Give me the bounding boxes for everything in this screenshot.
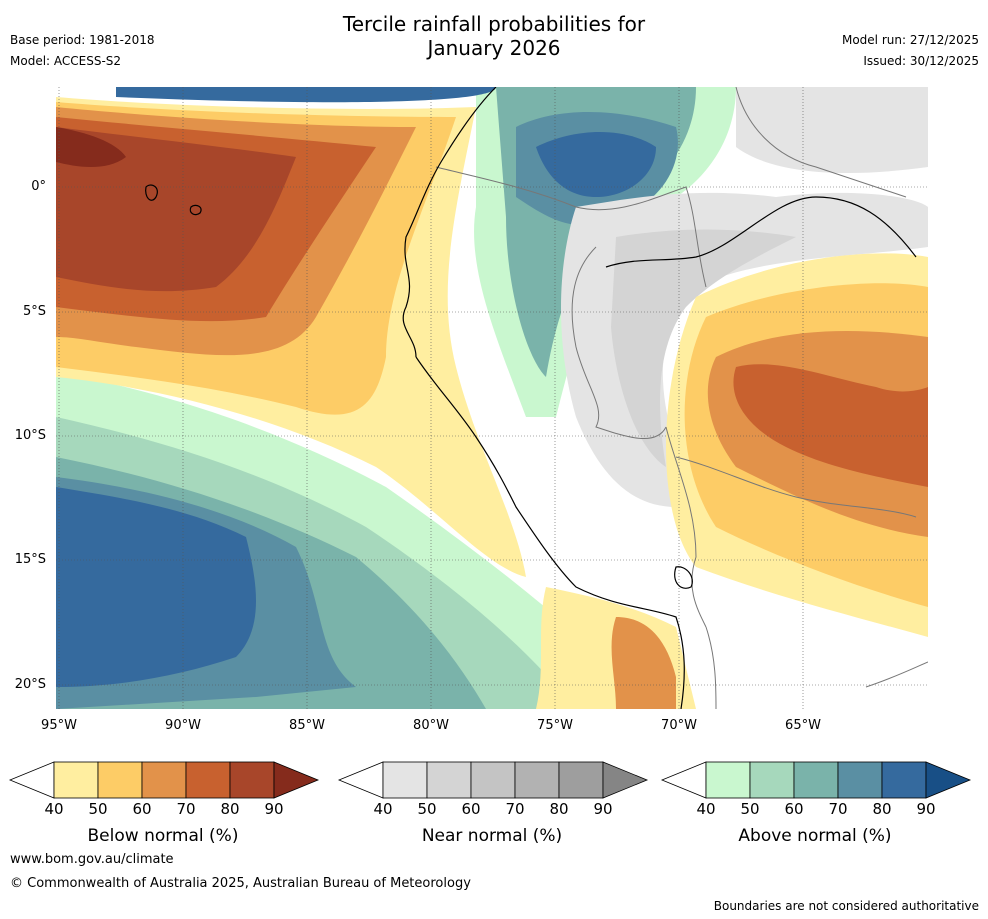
lat-label-5s: 5°S: [22, 304, 46, 319]
border-colombia-peru: [435, 166, 707, 288]
colorbar-above-lower-arrow: [660, 761, 707, 799]
legend-label-above: Above normal (%): [738, 826, 892, 846]
tick-above-40: 40: [696, 800, 716, 818]
below-80-region-nw: [56, 127, 296, 292]
lat-label-15s: 15°S: [14, 552, 46, 567]
colorbar-below: [8, 761, 320, 799]
tick-below-80: 80: [220, 800, 240, 818]
galapagos-island-2: [189, 204, 202, 216]
colorbar-below-segment: [53, 761, 99, 799]
coast-peru: [415, 356, 685, 709]
map-canvas: [56, 87, 928, 709]
near-40-region-ne: [736, 87, 928, 173]
colorbar-above: [660, 761, 972, 799]
near-50-region-e: [611, 229, 796, 467]
above-80-region-top: [116, 87, 496, 103]
colorbar-near: [337, 761, 649, 799]
tick-above-80: 80: [872, 800, 892, 818]
tick-below-50: 50: [88, 800, 108, 818]
chart-title: Tercile rainfall probabilities for Janua…: [0, 12, 988, 60]
tick-near-40: 40: [373, 800, 393, 818]
colorbar-above-segment: [837, 761, 883, 799]
colorbar-near-segment: [382, 761, 428, 799]
coast-colombia-ecuador: [402, 87, 497, 358]
title-line-1: Tercile rainfall probabilities for: [342, 12, 646, 36]
border-chile-bolivia: [705, 626, 717, 709]
colorbar-near-segment: [514, 761, 560, 799]
lat-label-20s: 20°S: [14, 677, 46, 692]
tick-above-50: 50: [740, 800, 760, 818]
colorbar-near-lower-arrow: [337, 761, 384, 799]
border-peru-bolivia: [665, 426, 707, 628]
colorbar-below-segment: [229, 761, 275, 799]
lon-label-95w: 95°W: [41, 718, 77, 733]
tick-below-40: 40: [44, 800, 64, 818]
colorbar-above-segment: [705, 761, 751, 799]
footer-disclaimer: Boundaries are not considered authoritat…: [713, 899, 979, 913]
colorbar-above-upper-arrow: [925, 761, 972, 799]
tick-near-90: 90: [593, 800, 613, 818]
below-70-region-e: [733, 364, 928, 487]
footer-copyright: © Commonwealth of Australia 2025, Austra…: [10, 876, 471, 891]
country-borders: [435, 87, 928, 709]
probability-map: [56, 87, 928, 709]
coastline: [145, 87, 917, 709]
colorbar-near-segment: [426, 761, 472, 799]
model-run: Model run: 27/12/2025: [841, 33, 979, 47]
tick-near-70: 70: [505, 800, 525, 818]
lat-label-10s: 10°S: [14, 428, 46, 443]
legend-label-near: Near normal (%): [421, 826, 563, 846]
colorbar-near-segment: [470, 761, 516, 799]
meta-right: Model run: 27/12/2025 Issued: 30/12/2025: [842, 30, 979, 72]
tick-below-70: 70: [176, 800, 196, 818]
above-80-region-n: [536, 132, 656, 197]
lat-label-0: 0°: [31, 179, 46, 194]
tick-near-50: 50: [417, 800, 437, 818]
galapagos-island-1: [145, 184, 158, 201]
colorbar-below-segment: [141, 761, 187, 799]
issued-date: Issued: 30/12/2025: [863, 54, 979, 68]
colorbar-below-lower-arrow: [8, 761, 55, 799]
tick-near-80: 80: [549, 800, 569, 818]
colorbar-near-segment: [558, 761, 604, 799]
above-80-region-sw: [56, 487, 256, 687]
lon-label-90w: 90°W: [165, 718, 201, 733]
border-paraguay: [865, 661, 928, 688]
model-name: Model: ACCESS-S2: [10, 54, 122, 68]
below-60-region-s: [611, 617, 676, 709]
colorbar-above-segment: [749, 761, 795, 799]
colorbar-below-segment: [185, 761, 231, 799]
colorbar-below-segment: [97, 761, 143, 799]
tick-above-60: 60: [784, 800, 804, 818]
tick-near-60: 60: [461, 800, 481, 818]
footer-url: www.bom.gov.au/climate: [10, 852, 174, 867]
meta-left: Base period: 1981-2018 Model: ACCESS-S2: [10, 30, 155, 72]
colorbars: [8, 761, 972, 799]
colorbar-above-segment: [793, 761, 839, 799]
lon-label-75w: 75°W: [537, 718, 573, 733]
tick-below-90: 90: [264, 800, 284, 818]
colorbar-below-upper-arrow: [273, 761, 320, 799]
tick-above-70: 70: [828, 800, 848, 818]
colorbar-above-segment: [881, 761, 927, 799]
coast-amazon-river: [605, 196, 917, 268]
lon-label-85w: 85°W: [289, 718, 325, 733]
graticule: [56, 87, 928, 709]
border-peru-brazil: [571, 246, 667, 440]
legend-label-below: Below normal (%): [87, 826, 239, 846]
border-brazil-northeast: [735, 87, 907, 198]
colorbar-near-upper-arrow: [602, 761, 649, 799]
lon-label-80w: 80°W: [413, 718, 449, 733]
title-line-2: January 2026: [427, 36, 561, 60]
base-period: Base period: 1981-2018: [10, 33, 155, 47]
below-90-region-nw: [56, 127, 126, 167]
lon-label-70w: 70°W: [661, 718, 697, 733]
lake-titicaca: [674, 566, 693, 589]
tick-below-60: 60: [132, 800, 152, 818]
lon-label-65w: 65°W: [785, 718, 821, 733]
border-bolivia-brazil: [675, 456, 917, 518]
tick-above-90: 90: [916, 800, 936, 818]
